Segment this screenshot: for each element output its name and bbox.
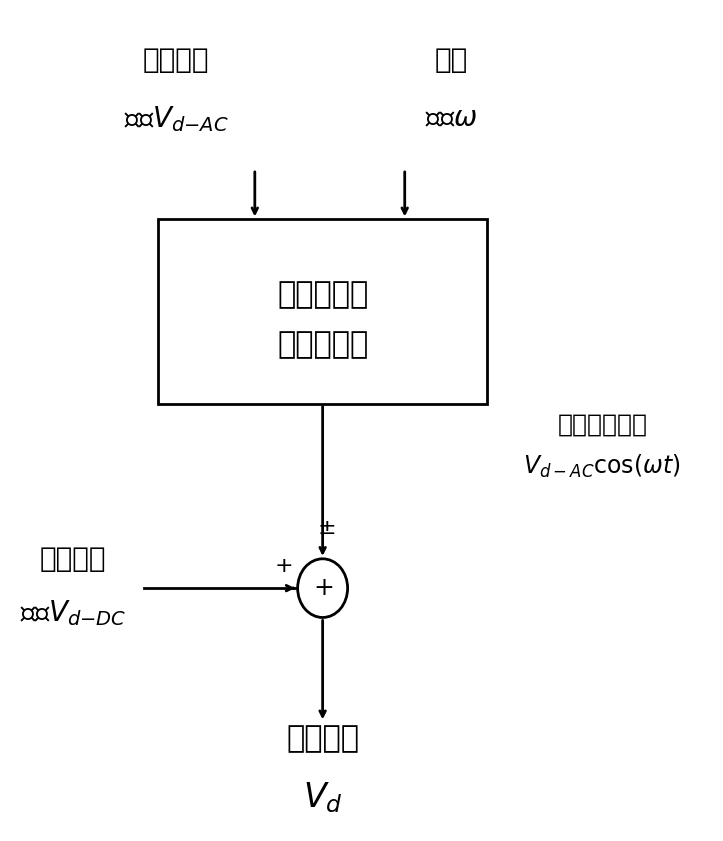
Text: 坐标旋转数: 坐标旋转数 — [277, 280, 368, 309]
Text: 直流驱动: 直流驱动 — [40, 545, 106, 573]
Text: $+$: $+$ — [312, 576, 333, 600]
Text: 交流驱动信号: 交流驱动信号 — [558, 413, 649, 436]
Text: 字计算方法: 字计算方法 — [277, 331, 368, 360]
Text: $\pm$: $\pm$ — [317, 518, 335, 538]
Circle shape — [298, 558, 348, 617]
Text: 幅度$V_{d\mathrm{-}AC}$: 幅度$V_{d\mathrm{-}AC}$ — [124, 103, 228, 134]
Text: 信号$V_{d\mathrm{-}DC}$: 信号$V_{d\mathrm{-}DC}$ — [20, 599, 126, 628]
Text: 驱动信号: 驱动信号 — [286, 725, 359, 754]
Text: 驱动: 驱动 — [435, 46, 468, 74]
Text: $V_{d-AC}\cos(\omega t)$: $V_{d-AC}\cos(\omega t)$ — [523, 453, 680, 480]
Text: $+$: $+$ — [274, 556, 293, 575]
Text: 交流驱动: 交流驱动 — [143, 46, 210, 74]
FancyBboxPatch shape — [158, 220, 487, 404]
Text: 频率$\omega$: 频率$\omega$ — [425, 105, 477, 133]
Text: $V_d$: $V_d$ — [303, 780, 343, 815]
